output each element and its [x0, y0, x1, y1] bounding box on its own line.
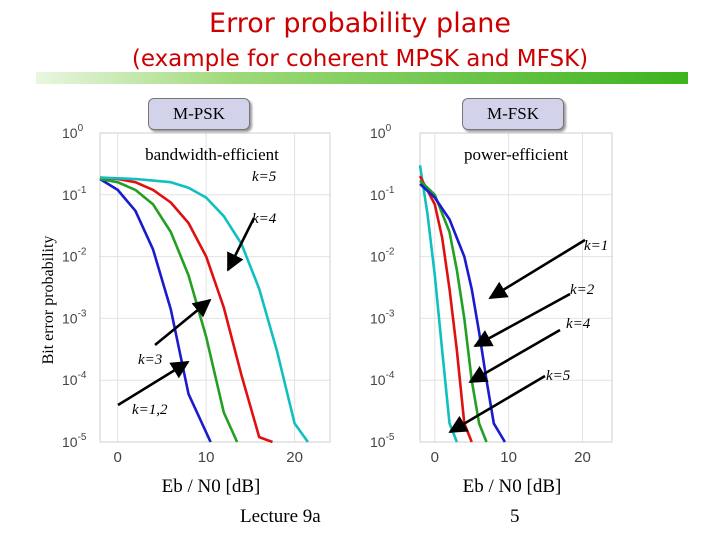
slide-subtitle: (example for coherent MPSK and MFSK) — [131, 46, 589, 72]
y-tick-label: 100 — [370, 123, 392, 141]
plot-frame — [419, 132, 613, 443]
arrow-k1 — [488, 238, 586, 300]
arrow-k12 — [117, 360, 190, 407]
x-tick-label: 10 — [198, 449, 215, 466]
annotation-k5-fsk: k=5 — [546, 368, 571, 384]
x-tick-label: 20 — [286, 449, 303, 466]
annotation-k4: k=4 — [252, 211, 277, 227]
y-tick-label: 10-5 — [370, 432, 395, 450]
mfsk-plot: 100 10-1 10-2 10-3 10-4 10-5 0 10 20 power-effici… — [370, 123, 613, 497]
y-tick-label: 10-4 — [62, 370, 87, 388]
annotation-layer: k=5 k=4 k=3 k=1,2 k=1 k=2 k=4 k=5 — [117, 169, 608, 434]
mfsk-box-label: M-FSK — [462, 98, 564, 130]
x-axis-label: Eb / N0 [dB] — [162, 476, 261, 497]
x-tick-label: 20 — [574, 449, 591, 466]
y-tick-label: 10-3 — [370, 308, 395, 326]
slide-title: Error probability plane — [209, 8, 511, 39]
x-axis-label: Eb / N0 [dB] — [463, 476, 562, 497]
y-tick-label: 10-1 — [370, 185, 395, 203]
mpsk-box-label: M-PSK — [148, 98, 250, 130]
series-line-3 — [99, 176, 273, 444]
arrow-k2 — [473, 292, 571, 348]
series-line-2 — [99, 177, 239, 443]
plot-frame — [99, 132, 331, 443]
arrow-k5-fsk — [448, 374, 546, 434]
series-line-1 — [99, 177, 212, 443]
y-axis-label: Bit error probability — [40, 236, 57, 365]
y-tick-label: 10-4 — [370, 370, 395, 388]
y-tick-label: 100 — [62, 123, 84, 141]
y-tick-label: 10-2 — [370, 247, 395, 265]
y-tick-label: 10-2 — [62, 247, 87, 265]
y-tick-label: 10-3 — [62, 308, 87, 326]
footer-lecture: Lecture 9a — [240, 506, 321, 527]
annotation-k5: k=5 — [252, 169, 277, 185]
mpsk-plot: 100 10-1 10-2 10-3 10-4 10-5 0 10 20 bandwidth-ef… — [40, 123, 331, 497]
title-underline-bar — [36, 72, 688, 84]
x-tick-label: 10 — [500, 449, 517, 466]
annotation-k1: k=1 — [584, 238, 608, 254]
footer-page-number: 5 — [510, 506, 520, 527]
annotation-k2: k=2 — [570, 282, 595, 298]
y-tick-label: 10-5 — [62, 432, 87, 450]
annotation-k3: k=3 — [138, 352, 162, 368]
arrow-k4-fsk — [468, 328, 561, 384]
x-tick-label: 0 — [114, 449, 122, 466]
plot-subtitle: power-efficient — [464, 145, 568, 164]
series-line-4 — [99, 176, 309, 443]
annotation-k12: k=1,2 — [132, 402, 168, 418]
x-tick-label: 0 — [431, 449, 439, 466]
arrow-k4 — [226, 217, 256, 272]
plot-subtitle: bandwidth-efficient — [145, 145, 279, 164]
y-tick-label: 10-1 — [62, 185, 87, 203]
arrow-k3 — [154, 298, 212, 347]
annotation-k4-fsk: k=4 — [566, 316, 591, 332]
